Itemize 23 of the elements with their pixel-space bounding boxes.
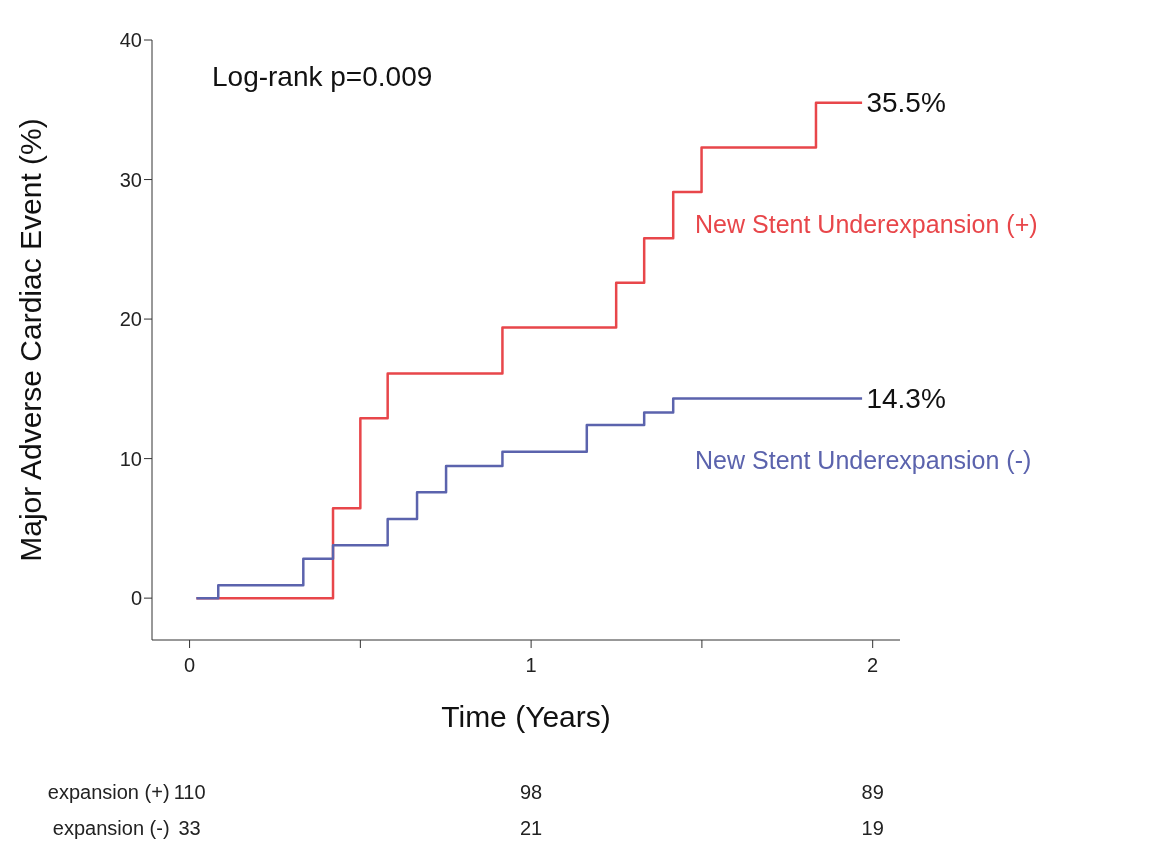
y-tick-label: 30	[119, 168, 142, 191]
text: 19	[861, 817, 884, 839]
series-label: New Stent Underexpansion (-)	[695, 445, 1032, 474]
series-label: New Stent Underexpansion (+)	[695, 209, 1038, 238]
text: 33	[178, 817, 201, 839]
x-tick-label: 2	[867, 654, 879, 677]
text: expansion (+)	[47, 781, 170, 803]
text: expansion (-)	[52, 817, 170, 839]
y-axis-title: Major Adverse Cardiac Event (%)	[13, 118, 47, 562]
text: 89	[861, 781, 884, 803]
text: 98	[520, 781, 543, 803]
annotation: Log-rank p=0.009	[212, 61, 433, 92]
x-axis-title: Time (Years)	[441, 700, 611, 733]
y-tick-label: 20	[119, 308, 142, 331]
y-tick-label: 10	[119, 447, 142, 470]
x-tick-label: 1	[525, 654, 537, 677]
text: 110	[173, 781, 206, 803]
annotation: 14.3%	[866, 383, 946, 415]
text: 21	[520, 817, 543, 839]
annotation: 35.5%	[866, 87, 946, 119]
y-tick-label: 0	[130, 587, 142, 610]
y-tick-label: 40	[119, 29, 142, 52]
x-tick-label: 0	[184, 654, 196, 677]
